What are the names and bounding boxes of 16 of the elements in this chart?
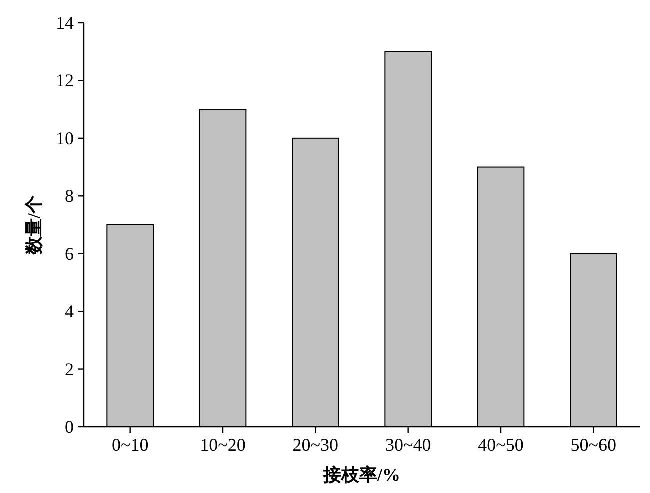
y-tick-label: 2 (65, 359, 74, 380)
x-tick-label: 10~20 (200, 435, 246, 455)
x-tick-label: 40~50 (478, 435, 524, 455)
y-tick-label: 4 (65, 302, 74, 322)
x-tick-label: 20~30 (292, 435, 339, 455)
y-tick-label: 0 (65, 417, 74, 437)
y-axis-title: 数量/个 (24, 194, 44, 256)
x-tick-label: 50~60 (570, 435, 617, 455)
x-tick-label: 0~10 (112, 435, 149, 455)
x-axis-title: 接枝率/% (322, 465, 401, 485)
y-tick-label: 10 (56, 128, 74, 148)
y-tick-label: 8 (65, 186, 74, 206)
y-tick-label: 14 (56, 13, 74, 33)
y-tick-label: 6 (65, 244, 74, 264)
y-tick-label: 12 (56, 70, 74, 91)
x-tick-label: 30~40 (385, 435, 432, 455)
